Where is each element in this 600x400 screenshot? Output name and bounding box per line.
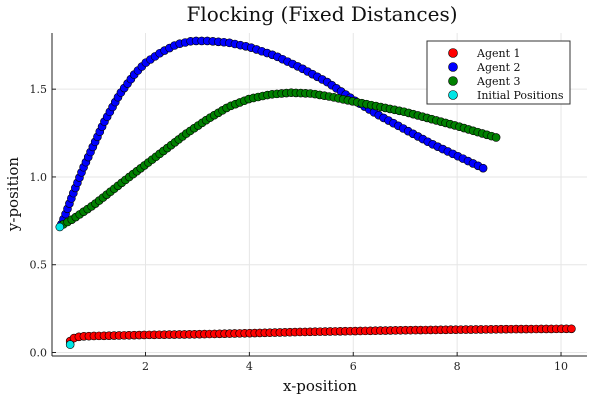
y-tick-label: 0.5 — [30, 259, 48, 272]
series-agent-3 — [59, 88, 501, 229]
y-tick-label: 1.0 — [30, 171, 48, 184]
axes: 2 4 6 8 10 0.0 0.5 1.0 1.5 — [30, 33, 587, 373]
y-axis-label: y-position — [4, 157, 22, 233]
chart-title: Flocking (Fixed Distances) — [186, 2, 457, 26]
data-point — [567, 324, 576, 334]
series-agent-2 — [57, 36, 488, 229]
x-tick-label: 8 — [454, 360, 461, 373]
legend-label: Agent 3 — [476, 75, 521, 88]
series-initial-positions — [55, 222, 75, 349]
x-tick-label: 2 — [142, 360, 149, 373]
series-agent-1 — [65, 324, 576, 346]
legend-label: Initial Positions — [477, 89, 564, 102]
series-layer — [55, 36, 576, 349]
data-point — [478, 163, 488, 173]
y-tick-label: 0.0 — [30, 346, 48, 359]
x-axis-label: x-position — [283, 377, 357, 395]
legend-marker — [448, 90, 458, 100]
data-point — [65, 340, 75, 349]
legend-label: Agent 1 — [476, 47, 521, 60]
legend-marker — [448, 62, 458, 72]
x-tick-label: 10 — [554, 360, 568, 373]
data-point — [55, 222, 65, 232]
legend-label: Agent 2 — [476, 61, 521, 74]
x-tick-label: 4 — [246, 360, 253, 373]
y-tick-label: 1.5 — [30, 83, 48, 96]
x-tick-label: 6 — [350, 360, 357, 373]
data-point — [491, 133, 501, 142]
legend-marker — [448, 76, 458, 86]
legend-marker — [448, 48, 458, 58]
